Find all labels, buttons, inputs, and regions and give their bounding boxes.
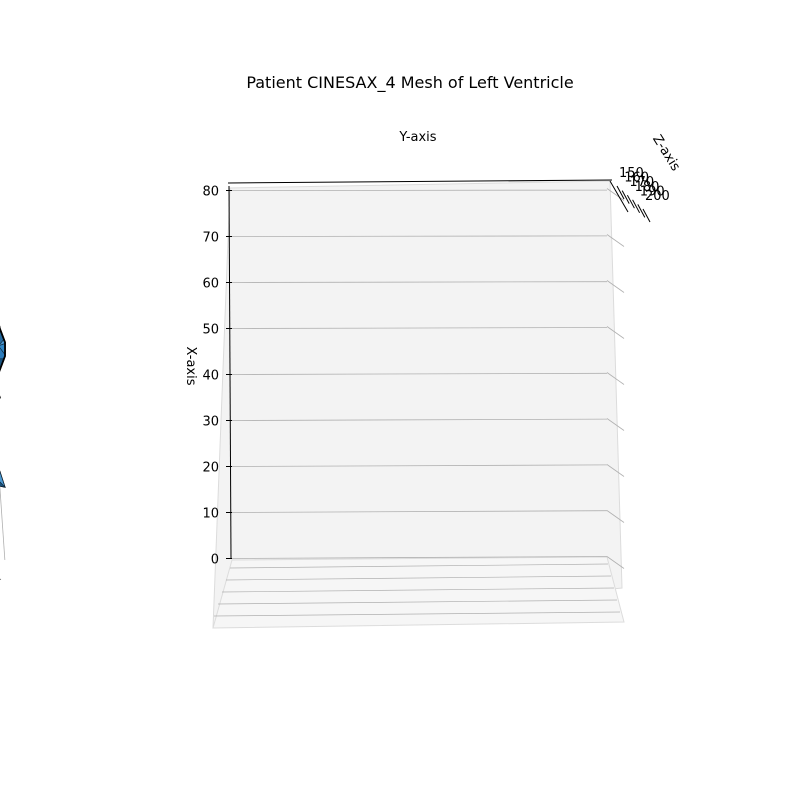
mesh-triangle — [0, 287, 14, 307]
mesh-triangle — [0, 513, 8, 528]
z-axis-label: Z-axis — [649, 132, 683, 174]
mesh-triangle — [0, 226, 1, 240]
y-axis-label: Y-axis — [398, 130, 436, 145]
mesh-triangle — [0, 211, 1, 227]
mesh-triangle — [0, 443, 10, 463]
mesh-ridge — [0, 434, 5, 442]
mesh-triangle — [0, 378, 14, 396]
mesh-triangle — [0, 528, 13, 534]
mesh-ridge — [0, 268, 5, 276]
x-axis-label: X-axis — [183, 347, 198, 386]
mesh-triangle — [0, 301, 10, 316]
mesh-triangle — [1, 201, 14, 213]
mesh-triangle — [1, 209, 9, 224]
x-tick-label: 60 — [202, 277, 219, 292]
x-tick-label: 50 — [202, 323, 219, 338]
x-tick-label: 70 — [202, 231, 219, 246]
mesh-triangle — [0, 419, 9, 431]
mesh-ridge — [0, 378, 5, 386]
mesh-triangle — [0, 223, 14, 241]
mesh-triangle — [0, 169, 10, 189]
mesh-triangle — [1, 213, 9, 226]
x-tick-label: 30 — [202, 415, 219, 430]
mesh-triangle — [0, 443, 10, 460]
mesh-triangle — [0, 268, 9, 280]
mesh-fragments — [0, 223, 5, 626]
x-tick-label: 0 — [211, 553, 219, 568]
mesh-triangle — [0, 189, 14, 201]
mesh-triangle — [0, 202, 1, 212]
mesh-triangle — [0, 213, 1, 227]
mesh-triangle — [0, 223, 9, 239]
mesh-triangle — [0, 408, 6, 419]
mesh-triangle — [0, 199, 1, 213]
x-tick-label: 80 — [202, 185, 219, 200]
z-tick-label: 200 — [645, 189, 670, 204]
y-grid-line — [0, 183, 5, 560]
mesh-triangle — [0, 431, 9, 443]
mesh-triangle — [0, 460, 10, 476]
mesh-triangle — [0, 275, 9, 287]
mesh-triangle — [0, 250, 10, 268]
mesh-triangle — [0, 523, 13, 533]
mesh-triangle — [0, 169, 10, 189]
mesh-triangle — [0, 394, 10, 408]
mesh-triangle — [0, 494, 14, 513]
mesh-triangle — [0, 460, 10, 476]
mesh-ridge — [0, 222, 5, 230]
mesh-triangle — [0, 262, 11, 281]
mesh-triangle — [0, 378, 1, 396]
mesh-triangle — [0, 383, 14, 396]
mesh-triangle — [0, 443, 2, 463]
mesh-triangle — [0, 313, 12, 329]
mesh-triangle — [1, 368, 14, 384]
mesh-triangle — [0, 239, 14, 254]
mesh-fragment-right-tail — [0, 462, 5, 487]
x-tick-label: 20 — [202, 461, 219, 476]
mesh-triangle — [0, 281, 14, 290]
mesh-triangle — [0, 489, 14, 502]
mesh-triangle — [0, 408, 8, 421]
mesh-triangle — [0, 396, 6, 409]
mesh-triangle — [0, 307, 9, 317]
mesh-triangle — [0, 239, 10, 254]
chart-title: Patient CINESAX_4 Mesh of Left Ventricle — [246, 73, 573, 93]
mesh-triangle — [0, 431, 9, 446]
mesh-triangle — [0, 287, 10, 307]
x-tick-label: 40 — [202, 369, 219, 384]
mesh-triangle — [0, 254, 11, 268]
mesh-triangle — [0, 189, 14, 200]
mesh-triangle — [0, 199, 14, 213]
mesh-triangle — [1, 364, 14, 383]
mesh-triangle — [0, 317, 13, 329]
x-tick-label: 10 — [202, 507, 219, 522]
mesh-triangle — [0, 419, 9, 431]
